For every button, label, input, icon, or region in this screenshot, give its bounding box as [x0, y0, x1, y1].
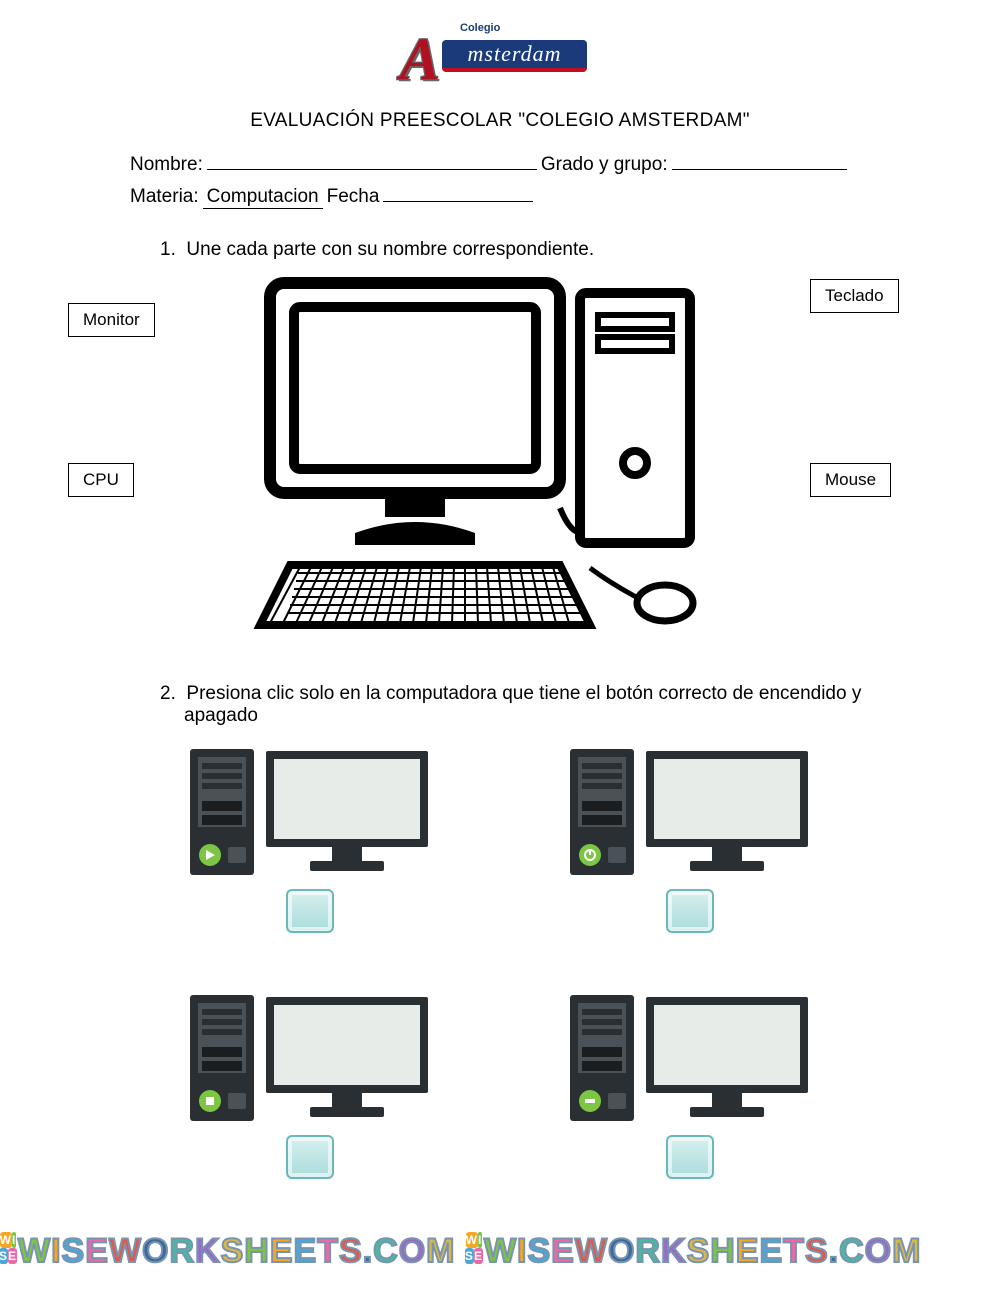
tower-icon — [188, 747, 256, 877]
tower-icon — [568, 747, 636, 877]
wm-badge: WI SE — [466, 1232, 482, 1271]
pc-row — [188, 993, 432, 1123]
pc-row — [188, 747, 432, 877]
label-monitor[interactable]: Monitor — [68, 303, 155, 337]
logo-box: msterdam — [442, 40, 587, 72]
pc-option-1 — [188, 747, 432, 933]
pc-option-4 — [568, 993, 812, 1179]
label-cpu[interactable]: CPU — [68, 463, 134, 497]
pc-row — [568, 993, 812, 1123]
answer-checkbox-1[interactable] — [286, 889, 334, 933]
page-title: EVALUACIÓN PREESCOLAR "COLEGIO AMSTERDAM… — [60, 110, 940, 132]
monitor-icon — [642, 747, 812, 877]
answer-checkbox-2[interactable] — [666, 889, 714, 933]
question-1: 1. Une cada parte con su nombre correspo… — [160, 239, 900, 261]
worksheet-page: Colegio msterdam A EVALUACIÓN PREESCOLAR… — [0, 0, 1000, 1199]
q2-num: 2. — [160, 683, 176, 704]
subject-value: Computacion — [203, 186, 323, 209]
date-blank[interactable] — [383, 182, 533, 202]
monitor-icon — [262, 993, 432, 1123]
grade-label: Grado y grupo: — [541, 154, 668, 176]
monitor-icon — [262, 747, 432, 877]
name-label: Nombre: — [130, 154, 203, 176]
wm-text: WISEWORKSHEETS.COM — [484, 1232, 921, 1271]
form-row-name: Nombre: Grado y grupo: — [130, 150, 870, 176]
tower-icon — [568, 993, 636, 1123]
q1-diagram: Monitor Teclado CPU Mouse — [60, 273, 940, 653]
logo-letter: A — [400, 25, 440, 94]
logo-main-text: msterdam — [468, 41, 562, 67]
pc-row — [568, 747, 812, 877]
monitor-icon — [642, 993, 812, 1123]
q2-options-grid — [160, 747, 840, 1179]
answer-checkbox-3[interactable] — [286, 1135, 334, 1179]
pc-option-3 — [188, 993, 432, 1179]
subject-label: Materia: — [130, 186, 199, 208]
pc-option-2 — [568, 747, 812, 933]
q2-text: Presiona clic solo en la computadora que… — [184, 683, 861, 726]
tower-icon — [188, 993, 256, 1123]
question-2: 2. Presiona clic solo en la computadora … — [160, 683, 900, 727]
date-label: Fecha — [327, 186, 380, 208]
logo-area: Colegio msterdam A — [60, 20, 940, 95]
answer-checkbox-4[interactable] — [666, 1135, 714, 1179]
wm-badge: WI SE — [0, 1232, 16, 1271]
logo-small-text: Colegio — [460, 22, 500, 34]
form-row-subject: Materia: Computacion Fecha — [130, 182, 870, 209]
wm-text: WISEWORKSHEETS.COM — [18, 1232, 455, 1271]
grade-blank[interactable] — [672, 150, 847, 170]
watermark: WI SE WISEWORKSHEETS.COM WI SE WISEWORKS… — [0, 1232, 1000, 1271]
school-logo: Colegio msterdam A — [400, 20, 600, 90]
q1-num: 1. — [160, 239, 176, 260]
q1-text: Une cada parte con su nombre correspondi… — [186, 239, 594, 260]
name-blank[interactable] — [207, 150, 537, 170]
label-mouse[interactable]: Mouse — [810, 463, 891, 497]
computer-illustration — [250, 273, 720, 643]
label-teclado[interactable]: Teclado — [810, 279, 899, 313]
